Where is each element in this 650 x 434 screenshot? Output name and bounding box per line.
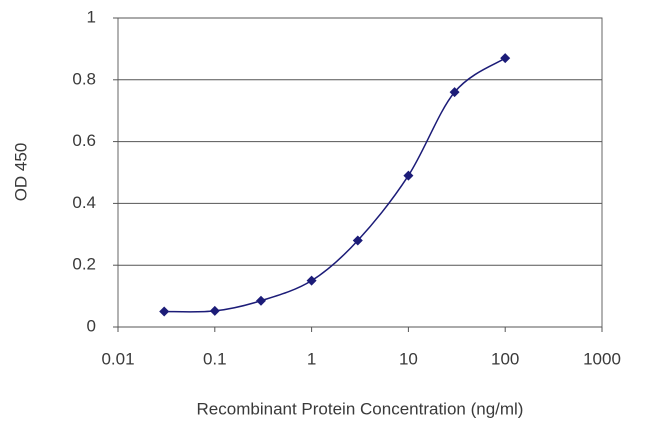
y-tick-label: 0.8 [72,69,96,88]
data-marker [255,295,266,306]
y-tick-label: 0.2 [72,255,96,274]
x-axis-title: Recombinant Protein Concentration (ng/ml… [197,399,524,418]
x-tick-label: 1 [307,349,316,368]
data-marker [159,306,170,317]
x-tick-label: 100 [491,349,519,368]
x-tick-label: 0.1 [203,349,227,368]
y-axis-title: OD 450 [11,143,30,202]
data-marker [306,275,317,286]
x-tick-label: 0.01 [101,349,134,368]
y-tick-label: 0 [87,316,96,335]
data-marker [449,87,460,98]
y-tick-label: 0.4 [72,193,96,212]
data-marker [500,53,511,64]
data-marker [352,235,363,246]
x-tick-label: 10 [399,349,418,368]
data-line [164,57,506,313]
plot-frame [117,17,603,328]
x-tick-label: 1000 [583,349,621,368]
data-marker [403,170,414,181]
y-tick-label: 0.6 [72,131,96,150]
y-tick-label: 1 [87,7,96,26]
data-marker [209,305,220,316]
